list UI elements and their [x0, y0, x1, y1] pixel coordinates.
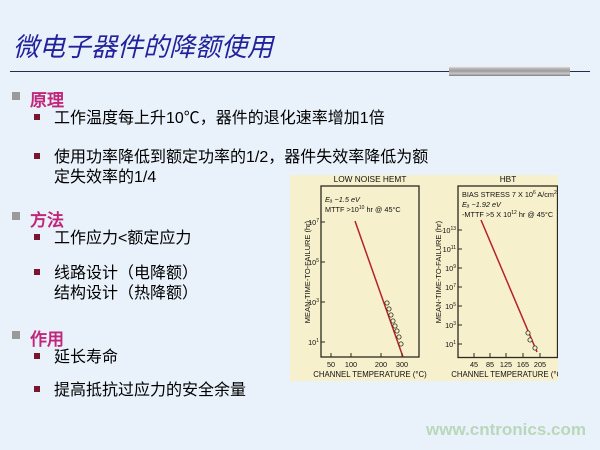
svg-text:LOW NOISE HEMT: LOW NOISE HEMT: [334, 175, 407, 184]
svg-text:MEAN-TIME-TO-FAILURE (hr): MEAN-TIME-TO-FAILURE (hr): [434, 220, 443, 323]
svg-text:Eₐ ~1.92 eV: Eₐ ~1.92 eV: [462, 200, 502, 209]
svg-text:Eₐ ~1.5 eV: Eₐ ~1.5 eV: [325, 195, 361, 204]
svg-text:CHANNEL TEMPERATURE (°C): CHANNEL TEMPERATURE (°C): [313, 370, 427, 379]
svg-text:100: 100: [345, 360, 357, 369]
svg-text:CHANNEL TEMPERATURE (°C): CHANNEL TEMPERATURE (°C): [451, 370, 558, 379]
svg-text:-MTTF >5 X 1012 hr @ 45°C: -MTTF >5 X 1012 hr @ 45°C: [462, 210, 553, 219]
svg-text:85: 85: [486, 360, 494, 369]
svg-text:300: 300: [396, 360, 408, 369]
svg-text:MEAN-TIME-TO-FAILURE (hr): MEAN-TIME-TO-FAILURE (hr): [303, 220, 312, 323]
svg-text:165: 165: [517, 360, 529, 369]
svg-text:205: 205: [534, 360, 546, 369]
svg-text:50: 50: [327, 360, 335, 369]
svg-text:125: 125: [500, 360, 512, 369]
svg-text:200: 200: [375, 360, 387, 369]
svg-text:BIAS STRESS 7 X 106 A/cm2: BIAS STRESS 7 X 106 A/cm2: [462, 190, 557, 199]
svg-text:HBT: HBT: [500, 175, 517, 184]
svg-text:45: 45: [470, 360, 478, 369]
